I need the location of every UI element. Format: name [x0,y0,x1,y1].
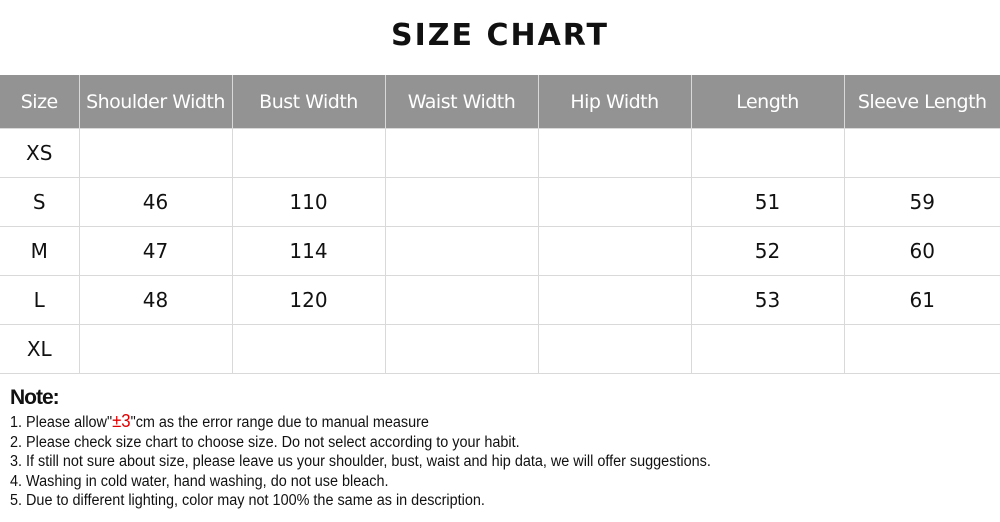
note-text: "cm as the error range due to manual mea… [130,414,429,431]
note-item: 5. Due to different lighting, color may … [10,492,485,509]
table-cell [384,177,539,227]
table-cell: 52 [690,226,845,276]
table-row: XS [0,128,1000,178]
notes-section: Note: 1. Please allow"±3"cm as the error… [10,386,764,511]
table-cell [384,324,539,374]
table-row: S 46 110 51 59 [0,177,1000,227]
size-table: Size Shoulder Width Bust Width Waist Width H… [0,75,1000,374]
table-cell: 114 [231,226,386,276]
size-label-cell: XL [0,324,80,374]
table-row: XL [0,324,1000,374]
table-cell [843,128,1000,178]
column-header: Length [690,75,845,129]
page-title: SIZE CHART [390,18,610,53]
table-cell [78,128,233,178]
table-row: L 48 120 53 61 [0,275,1000,325]
table-cell [537,177,692,227]
table-cell [537,324,692,374]
size-label-cell: XS [0,128,80,178]
table-cell: 60 [843,226,1000,276]
note-text: 1. Please allow" [10,414,113,431]
table-cell [384,226,539,276]
notes-heading: Note: [10,386,60,409]
note-item: 3. If still not sure about size, please … [10,453,711,470]
size-label-cell: L [0,275,80,325]
column-header: Shoulder Width [78,75,233,129]
table-cell: 110 [231,177,386,227]
table-cell [690,324,845,374]
column-header: Hip Width [537,75,692,129]
note-item: 2. Please check size chart to choose siz… [10,433,520,451]
table-cell [384,275,539,325]
column-header: Size [0,75,80,129]
table-cell: 53 [690,275,845,325]
note-item: 4. Washing in cold water, hand washing, … [10,472,389,490]
table-cell: 120 [231,275,386,325]
table-cell [384,128,539,178]
table-cell [537,275,692,325]
table-cell [843,324,1000,374]
table-cell [537,226,692,276]
column-header: Bust Width [231,75,386,129]
table-cell [231,128,386,178]
note-item: 1. Please allow"±3"cm as the error range… [10,411,711,433]
table-cell [231,324,386,374]
table-cell [537,128,692,178]
column-header: Waist Width [384,75,539,129]
table-row: M 47 114 52 60 [0,226,1000,276]
table-cell [690,128,845,178]
size-label-cell: M [0,226,80,276]
column-header: Sleeve Length [843,75,1000,129]
tolerance-highlight: ±3 [112,411,131,431]
table-cell: 51 [690,177,845,227]
table-cell [78,324,233,374]
size-label-cell: S [0,177,80,227]
table-cell: 47 [78,226,233,276]
table-header-row: Size Shoulder Width Bust Width Waist Width H… [0,75,1000,129]
table-cell: 46 [78,177,233,227]
table-cell: 59 [843,177,1000,227]
table-cell: 48 [78,275,233,325]
table-cell: 61 [843,275,1000,325]
